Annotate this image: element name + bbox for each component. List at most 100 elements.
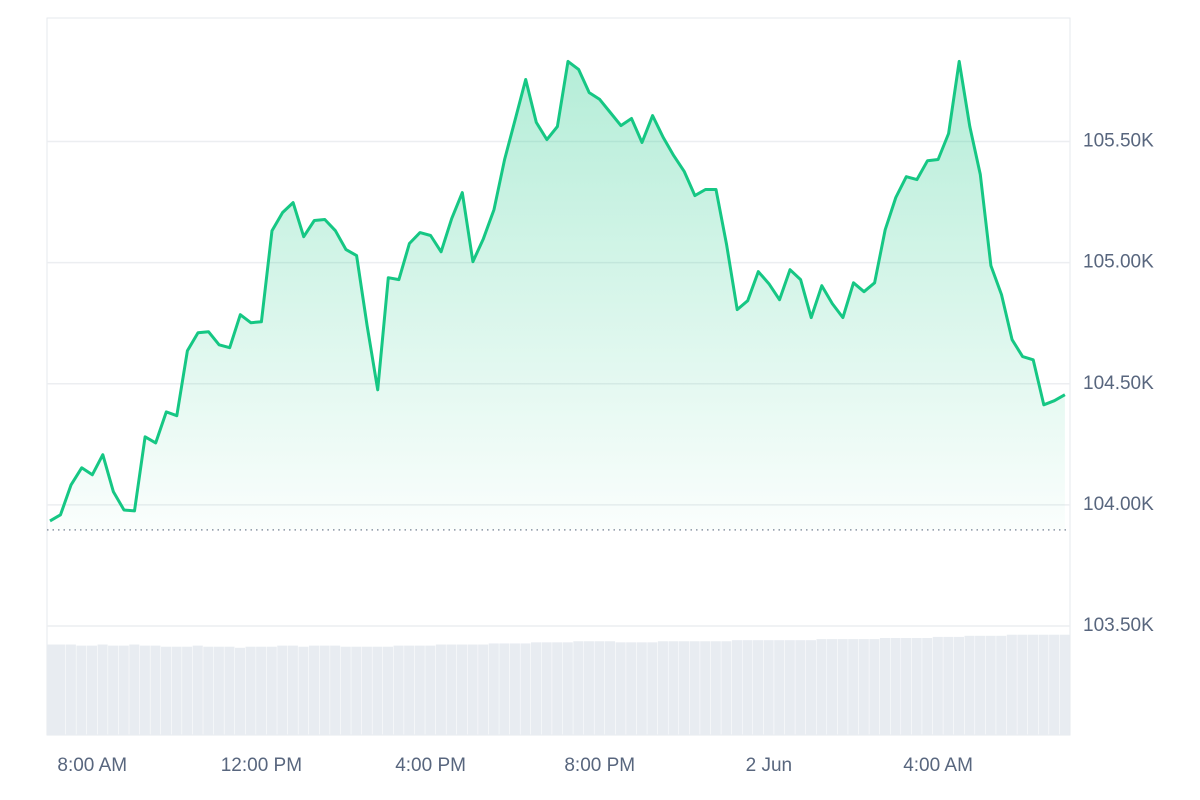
volume-bar [435, 644, 446, 735]
volume-bar [256, 646, 267, 735]
y-tick-label: 104.00K [1083, 494, 1154, 515]
volume-bar [277, 645, 288, 735]
volume-bar [86, 645, 98, 735]
volume-bar [478, 644, 489, 735]
volume-bar [108, 645, 119, 735]
volume-bar [319, 645, 330, 735]
volume-bar [509, 643, 520, 735]
volume-bar [953, 636, 964, 735]
volume-bar [404, 645, 415, 735]
volume-bar [932, 636, 943, 735]
volume-bar [488, 643, 499, 735]
volume-bar [287, 645, 298, 735]
volume-bar [552, 642, 563, 735]
volume-bar [224, 646, 235, 735]
volume-bar [615, 642, 626, 735]
volume-bar [234, 647, 246, 735]
volume-bar [97, 644, 108, 735]
volume-bar [827, 639, 838, 735]
volume-bar [47, 644, 58, 735]
volume-bar [911, 637, 922, 735]
x-tick-label: 2 Jun [746, 755, 792, 776]
volume-bar [467, 644, 478, 735]
volume-bar [763, 640, 774, 735]
volume-bar [901, 637, 912, 735]
volume-bar [721, 641, 732, 735]
x-tick-label: 8:00 PM [564, 755, 635, 776]
volume-bar [742, 640, 753, 735]
volume-bar [657, 641, 668, 735]
volume-bar [605, 641, 616, 735]
y-tick-label: 105.50K [1083, 131, 1154, 152]
volume-bar [784, 640, 795, 735]
x-tick-label: 8:00 AM [57, 755, 127, 776]
volume-bar [361, 646, 372, 735]
volume-bar [308, 645, 320, 735]
volume-bar [964, 635, 975, 735]
volume-bar [1006, 634, 1017, 735]
volume-bar [139, 645, 150, 735]
price-area [50, 61, 1065, 530]
volume-bar [1049, 634, 1060, 735]
volume-bar [382, 646, 394, 735]
volume-bar [996, 635, 1007, 735]
volume-bar [372, 646, 383, 735]
volume-bar [203, 646, 214, 735]
volume-bar [594, 641, 605, 735]
volume-bar [774, 640, 785, 735]
volume-bar [55, 644, 66, 735]
volume-bar [1027, 634, 1038, 735]
volume-bar [922, 637, 933, 735]
volume-bar [731, 640, 742, 735]
volume-bar [975, 635, 986, 735]
volume-bar [636, 642, 647, 735]
x-tick-label: 4:00 AM [903, 755, 973, 776]
volume-bar [679, 641, 690, 735]
volume-bar [837, 639, 848, 735]
volume-bar [573, 641, 584, 735]
volume-bar [160, 646, 172, 735]
volume-bar [805, 640, 816, 735]
x-tick-label: 12:00 PM [221, 755, 302, 776]
volume-bar [710, 641, 721, 735]
volume-bar [520, 643, 531, 735]
volume-bar [700, 641, 711, 735]
x-tick-label: 4:00 PM [395, 755, 466, 776]
volume-bar [393, 645, 404, 735]
volume-bar [266, 646, 277, 735]
volume-bar [753, 640, 764, 735]
volume-bar [541, 642, 552, 735]
volume-bar [626, 642, 637, 735]
volume-bar [562, 642, 573, 735]
volume-bar [330, 645, 341, 735]
volume-bar [76, 645, 87, 735]
volume-bar [340, 646, 351, 735]
volume-bar [213, 646, 224, 735]
volume-bar [890, 637, 901, 735]
volume-bar [943, 636, 954, 735]
volume-bar [1059, 634, 1070, 735]
volume-bar [182, 646, 193, 735]
volume-bar [795, 640, 806, 735]
volume-bar [192, 645, 203, 735]
volume-bar [118, 645, 129, 735]
volume-bar [129, 644, 140, 735]
volume-bar [65, 644, 76, 735]
volume-bar [583, 641, 594, 735]
volume-bar [298, 646, 309, 735]
y-tick-label: 104.50K [1083, 373, 1154, 394]
volume-bar [245, 646, 256, 735]
volume-bar [531, 642, 542, 735]
volume-bar [446, 644, 457, 735]
volume-bar [689, 641, 700, 735]
volume-bar [425, 645, 436, 735]
volume-bar [1017, 634, 1028, 735]
volume-bar [150, 645, 161, 735]
volume-bar [171, 646, 182, 735]
price-line [49, 59, 1066, 523]
volume-bar [1038, 634, 1049, 735]
y-tick-label: 105.00K [1083, 252, 1154, 273]
volume-bar [816, 639, 827, 735]
volume-bar [668, 641, 679, 735]
